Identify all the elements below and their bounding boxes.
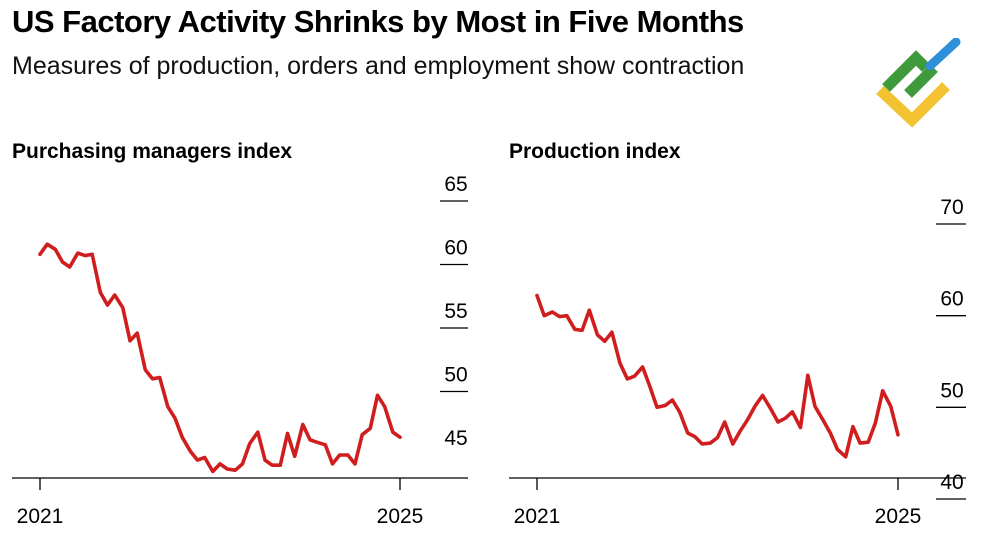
prod-y-tick-label: 40 — [940, 471, 963, 494]
chart-title: US Factory Activity Shrinks by Most in F… — [12, 4, 744, 39]
prod-y-tick-label: 60 — [940, 288, 963, 311]
prod-series-line — [535, 293, 900, 459]
prod-x-tick-label: 2025 — [875, 505, 922, 528]
pmi-chart: Purchasing managers index 45 50 55 60 65 2021 2… — [12, 140, 468, 528]
pmi-series-line — [38, 242, 402, 474]
prod-x-tick-label: 2021 — [514, 505, 561, 528]
pmi-panel-title: Purchasing managers index — [12, 140, 292, 163]
prod-y-tick-label: 50 — [940, 379, 963, 402]
pmi-x-tick-label: 2021 — [17, 505, 64, 528]
pmi-y-tick-label: 45 — [444, 427, 467, 450]
prod-panel-title: Production index — [509, 140, 681, 163]
pmi-x-tick-label: 2025 — [377, 505, 424, 528]
prod-y-tick-label: 70 — [940, 196, 963, 219]
pmi-y-tick-label: 60 — [444, 237, 467, 260]
pmi-y-tick-label: 55 — [444, 300, 467, 323]
brand-logo-icon — [876, 38, 961, 128]
pmi-y-tick-label: 65 — [444, 173, 467, 196]
pmi-y-tick-label: 50 — [444, 364, 467, 387]
chart-subtitle: Measures of production, orders and emplo… — [12, 52, 745, 80]
production-index-chart: Production index 40 50 60 70 2021 2025 — [509, 140, 966, 528]
